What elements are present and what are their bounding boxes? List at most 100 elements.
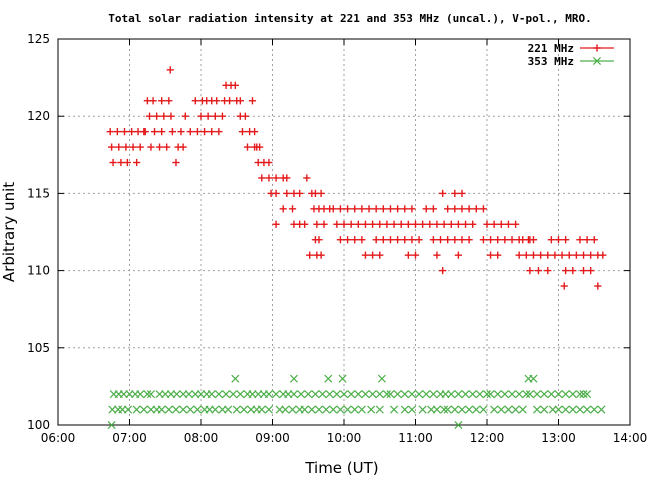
- data-point: [256, 143, 264, 151]
- data-point: [479, 236, 488, 244]
- data-point: [472, 205, 480, 213]
- data-point: [440, 405, 449, 414]
- data-point: [436, 236, 445, 244]
- data-point: [458, 236, 466, 244]
- data-point: [179, 405, 188, 414]
- data-point: [533, 405, 542, 414]
- data-point: [361, 251, 370, 259]
- data-point: [163, 143, 171, 151]
- data-point: [109, 158, 117, 167]
- data-point: [400, 390, 409, 399]
- data-point: [207, 390, 216, 399]
- data-point: [272, 390, 281, 399]
- data-point: [196, 390, 206, 399]
- data-point: [347, 220, 355, 228]
- data-point: [540, 405, 549, 414]
- data-point: [283, 174, 291, 182]
- data-point: [479, 405, 488, 414]
- data-point: [317, 251, 325, 259]
- data-point: [429, 205, 437, 213]
- data-point: [179, 143, 187, 151]
- data-point: [222, 390, 231, 399]
- data-point: [529, 374, 538, 383]
- data-point: [361, 390, 370, 399]
- data-point: [231, 81, 239, 89]
- data-point: [351, 205, 359, 213]
- data-point: [500, 390, 509, 399]
- data-point: [313, 220, 321, 228]
- data-point: [525, 390, 534, 399]
- data-point: [107, 420, 116, 430]
- data-point: [336, 405, 345, 414]
- data-point: [254, 390, 263, 399]
- data-point: [124, 405, 133, 414]
- data-point: [433, 251, 441, 259]
- data-point: [411, 220, 420, 228]
- data-point: [587, 267, 595, 275]
- data-point: [579, 251, 588, 259]
- data-point: [231, 374, 240, 383]
- legend-label: 221 MHz: [528, 42, 574, 55]
- data-point: [534, 267, 543, 275]
- data-point: [497, 405, 506, 414]
- data-point: [157, 405, 166, 414]
- data-point: [205, 405, 214, 414]
- legend-marker: [592, 56, 602, 66]
- data-point: [569, 267, 577, 275]
- y-tick-label: 120: [27, 109, 50, 123]
- data-point: [394, 236, 402, 244]
- data-point: [457, 405, 466, 414]
- y-tick-label: 125: [27, 32, 50, 46]
- data-point: [265, 174, 273, 182]
- data-point: [422, 390, 431, 399]
- data-point: [558, 251, 566, 259]
- x-tick-label: 06:00: [41, 431, 76, 445]
- data-point: [339, 390, 349, 399]
- data-point: [358, 205, 366, 213]
- data-point: [166, 66, 174, 74]
- data-point: [243, 143, 252, 151]
- data-point: [145, 112, 154, 120]
- data-point: [153, 112, 161, 120]
- data-point: [441, 390, 450, 399]
- data-point: [583, 390, 592, 399]
- data-point: [486, 390, 495, 399]
- data-point: [429, 390, 438, 399]
- data-point: [490, 220, 498, 228]
- data-point: [351, 236, 359, 244]
- data-point: [336, 205, 345, 213]
- series-221-mhz: [106, 66, 607, 290]
- data-point: [587, 251, 595, 259]
- data-point: [238, 128, 247, 136]
- data-point: [143, 390, 152, 399]
- data-point: [186, 405, 195, 414]
- data-point: [215, 128, 223, 136]
- data-point: [504, 220, 513, 228]
- data-point: [300, 405, 309, 414]
- data-point: [486, 236, 495, 244]
- data-point: [247, 405, 256, 414]
- data-point: [158, 128, 166, 136]
- data-point: [493, 390, 502, 399]
- data-point: [303, 174, 311, 182]
- data-point: [214, 390, 223, 399]
- data-point: [522, 390, 531, 399]
- data-point: [461, 390, 470, 399]
- data-point: [451, 189, 459, 197]
- data-point: [241, 112, 249, 120]
- data-point: [226, 97, 234, 105]
- data-point: [375, 405, 384, 414]
- data-point: [529, 251, 538, 259]
- data-point: [472, 405, 481, 414]
- data-point: [184, 390, 193, 399]
- data-point: [575, 390, 584, 399]
- data-point: [123, 158, 131, 167]
- data-point: [119, 390, 128, 399]
- data-point: [186, 128, 194, 136]
- data-point: [429, 236, 437, 244]
- data-point: [465, 236, 473, 244]
- data-point: [288, 205, 297, 213]
- data-point: [146, 390, 155, 399]
- data-point: [508, 236, 516, 244]
